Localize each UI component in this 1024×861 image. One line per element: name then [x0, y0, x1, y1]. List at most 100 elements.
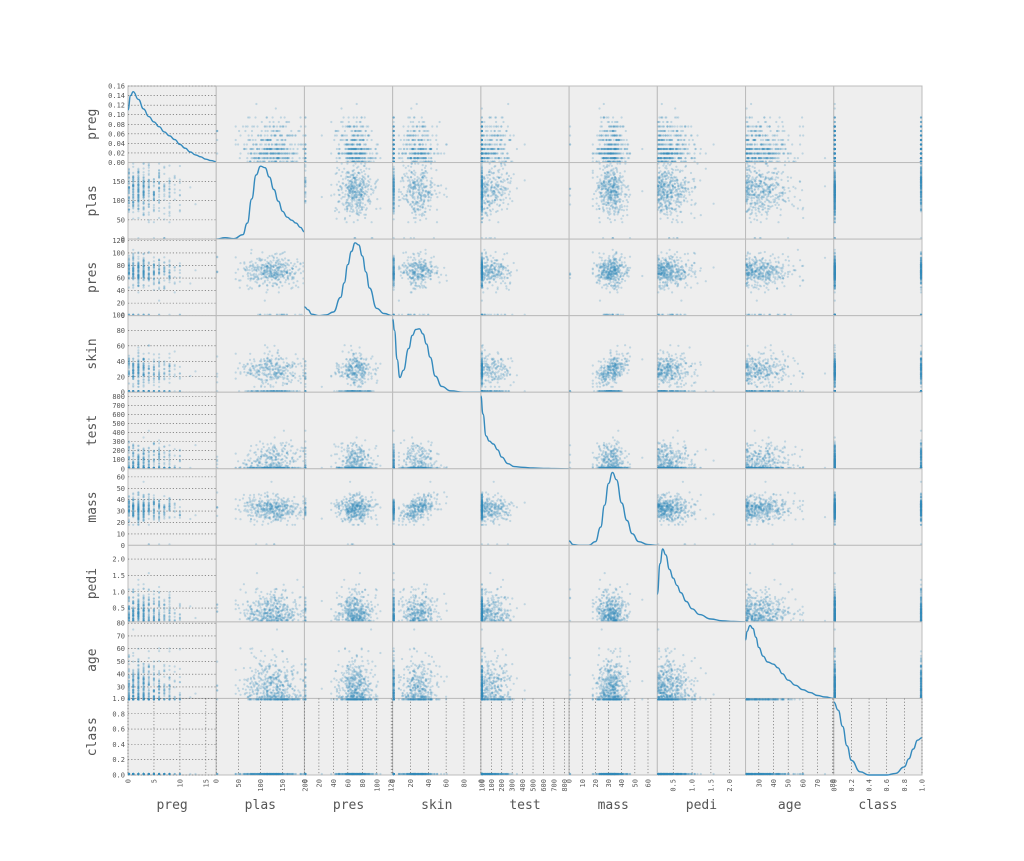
scatter-point — [430, 143, 432, 145]
scatter-point — [283, 125, 285, 127]
scatter-point — [776, 134, 778, 136]
scatter-point — [622, 143, 624, 145]
scatter-point — [486, 125, 488, 127]
scatter-point — [271, 143, 273, 145]
scatter-point — [667, 157, 669, 159]
scatter-point — [483, 134, 485, 136]
scatter-point — [304, 157, 306, 159]
cell-preg-age — [746, 86, 834, 163]
scatter-point — [439, 121, 441, 123]
scatter-point — [299, 157, 301, 159]
scatter-point — [355, 157, 357, 159]
scatter-point — [782, 125, 784, 127]
scatter-point — [251, 130, 253, 132]
scatter-point — [484, 152, 486, 154]
scatter-point — [216, 130, 218, 132]
scatter-point — [481, 148, 483, 150]
scatter-point — [626, 143, 628, 145]
scatter-point — [674, 157, 676, 159]
scatter-point — [416, 125, 418, 127]
scatter-point — [676, 125, 678, 127]
scatter-point — [258, 148, 260, 150]
scatter-point — [668, 143, 670, 145]
scatter-point — [496, 139, 498, 141]
scatter-point — [599, 143, 601, 145]
scatter-point — [669, 157, 671, 159]
scatter-point — [379, 157, 381, 159]
scatter-point — [569, 134, 571, 136]
scatter-point — [677, 134, 679, 136]
scatter-point — [361, 116, 363, 118]
scatter-point — [500, 152, 502, 154]
scatter-point — [617, 157, 619, 159]
scatter-point — [486, 134, 488, 136]
scatter-point — [607, 152, 609, 154]
scatter-point — [438, 152, 440, 154]
y-tick-label: 0.02 — [108, 149, 125, 157]
scatter-point — [481, 107, 483, 109]
scatter-point — [289, 148, 291, 150]
scatter-point — [239, 134, 241, 136]
scatter-point — [270, 152, 272, 154]
scatter-point — [747, 130, 749, 132]
scatter-point — [802, 134, 804, 136]
scatter-point — [693, 152, 695, 154]
scatter-point — [500, 139, 502, 141]
scatter-point — [603, 130, 605, 132]
scatter-point — [275, 157, 277, 159]
scatter-point — [346, 134, 348, 136]
scatter-point — [690, 125, 692, 127]
scatter-point — [509, 134, 511, 136]
scatter-point — [486, 152, 488, 154]
scatter-point — [705, 152, 707, 154]
scatter-point — [414, 143, 416, 145]
scatter-point — [430, 157, 432, 159]
scatter-point — [662, 157, 664, 159]
scatter-point — [598, 139, 600, 141]
scatter-point — [254, 139, 256, 141]
scatter-point — [280, 148, 282, 150]
scatter-point — [410, 107, 412, 109]
scatter-point — [666, 148, 668, 150]
scatter-point — [484, 148, 486, 150]
scatter-point — [374, 157, 376, 159]
scatter-point — [371, 139, 373, 141]
scatter-point — [412, 121, 414, 123]
scatter-point — [299, 130, 301, 132]
scatter-point — [658, 139, 660, 141]
scatter-point — [286, 148, 288, 150]
scatter-point — [500, 143, 502, 145]
scatter-point — [487, 139, 489, 141]
scatter-point — [612, 152, 614, 154]
scatter-point — [321, 134, 323, 136]
scatter-point — [235, 139, 237, 141]
scatter-point — [604, 152, 606, 154]
scatter-point — [569, 125, 571, 127]
scatter-point — [342, 134, 344, 136]
scatter-point — [772, 139, 774, 141]
scatter-point — [672, 148, 674, 150]
scatter-point — [356, 121, 358, 123]
scatter-point — [494, 157, 496, 159]
scatter-point — [497, 130, 499, 132]
scatter-point — [414, 157, 416, 159]
scatter-point — [481, 130, 483, 132]
scatter-point — [414, 148, 416, 150]
scatter-point — [679, 157, 681, 159]
scatter-point — [275, 130, 277, 132]
scatter-point — [685, 143, 687, 145]
scatter-point — [608, 143, 610, 145]
scatter-point — [608, 139, 610, 141]
scatter-point — [369, 157, 371, 159]
scatter-point — [777, 139, 779, 141]
scatter-point — [779, 116, 781, 118]
scatter-point — [485, 130, 487, 132]
scatter-point — [299, 143, 301, 145]
scatter-point — [603, 134, 605, 136]
scatter-point — [766, 125, 768, 127]
scatter-point — [403, 139, 405, 141]
scatter-point — [664, 157, 666, 159]
scatter-point — [601, 134, 603, 136]
scatter-point — [443, 152, 445, 154]
scatter-point — [365, 130, 367, 132]
